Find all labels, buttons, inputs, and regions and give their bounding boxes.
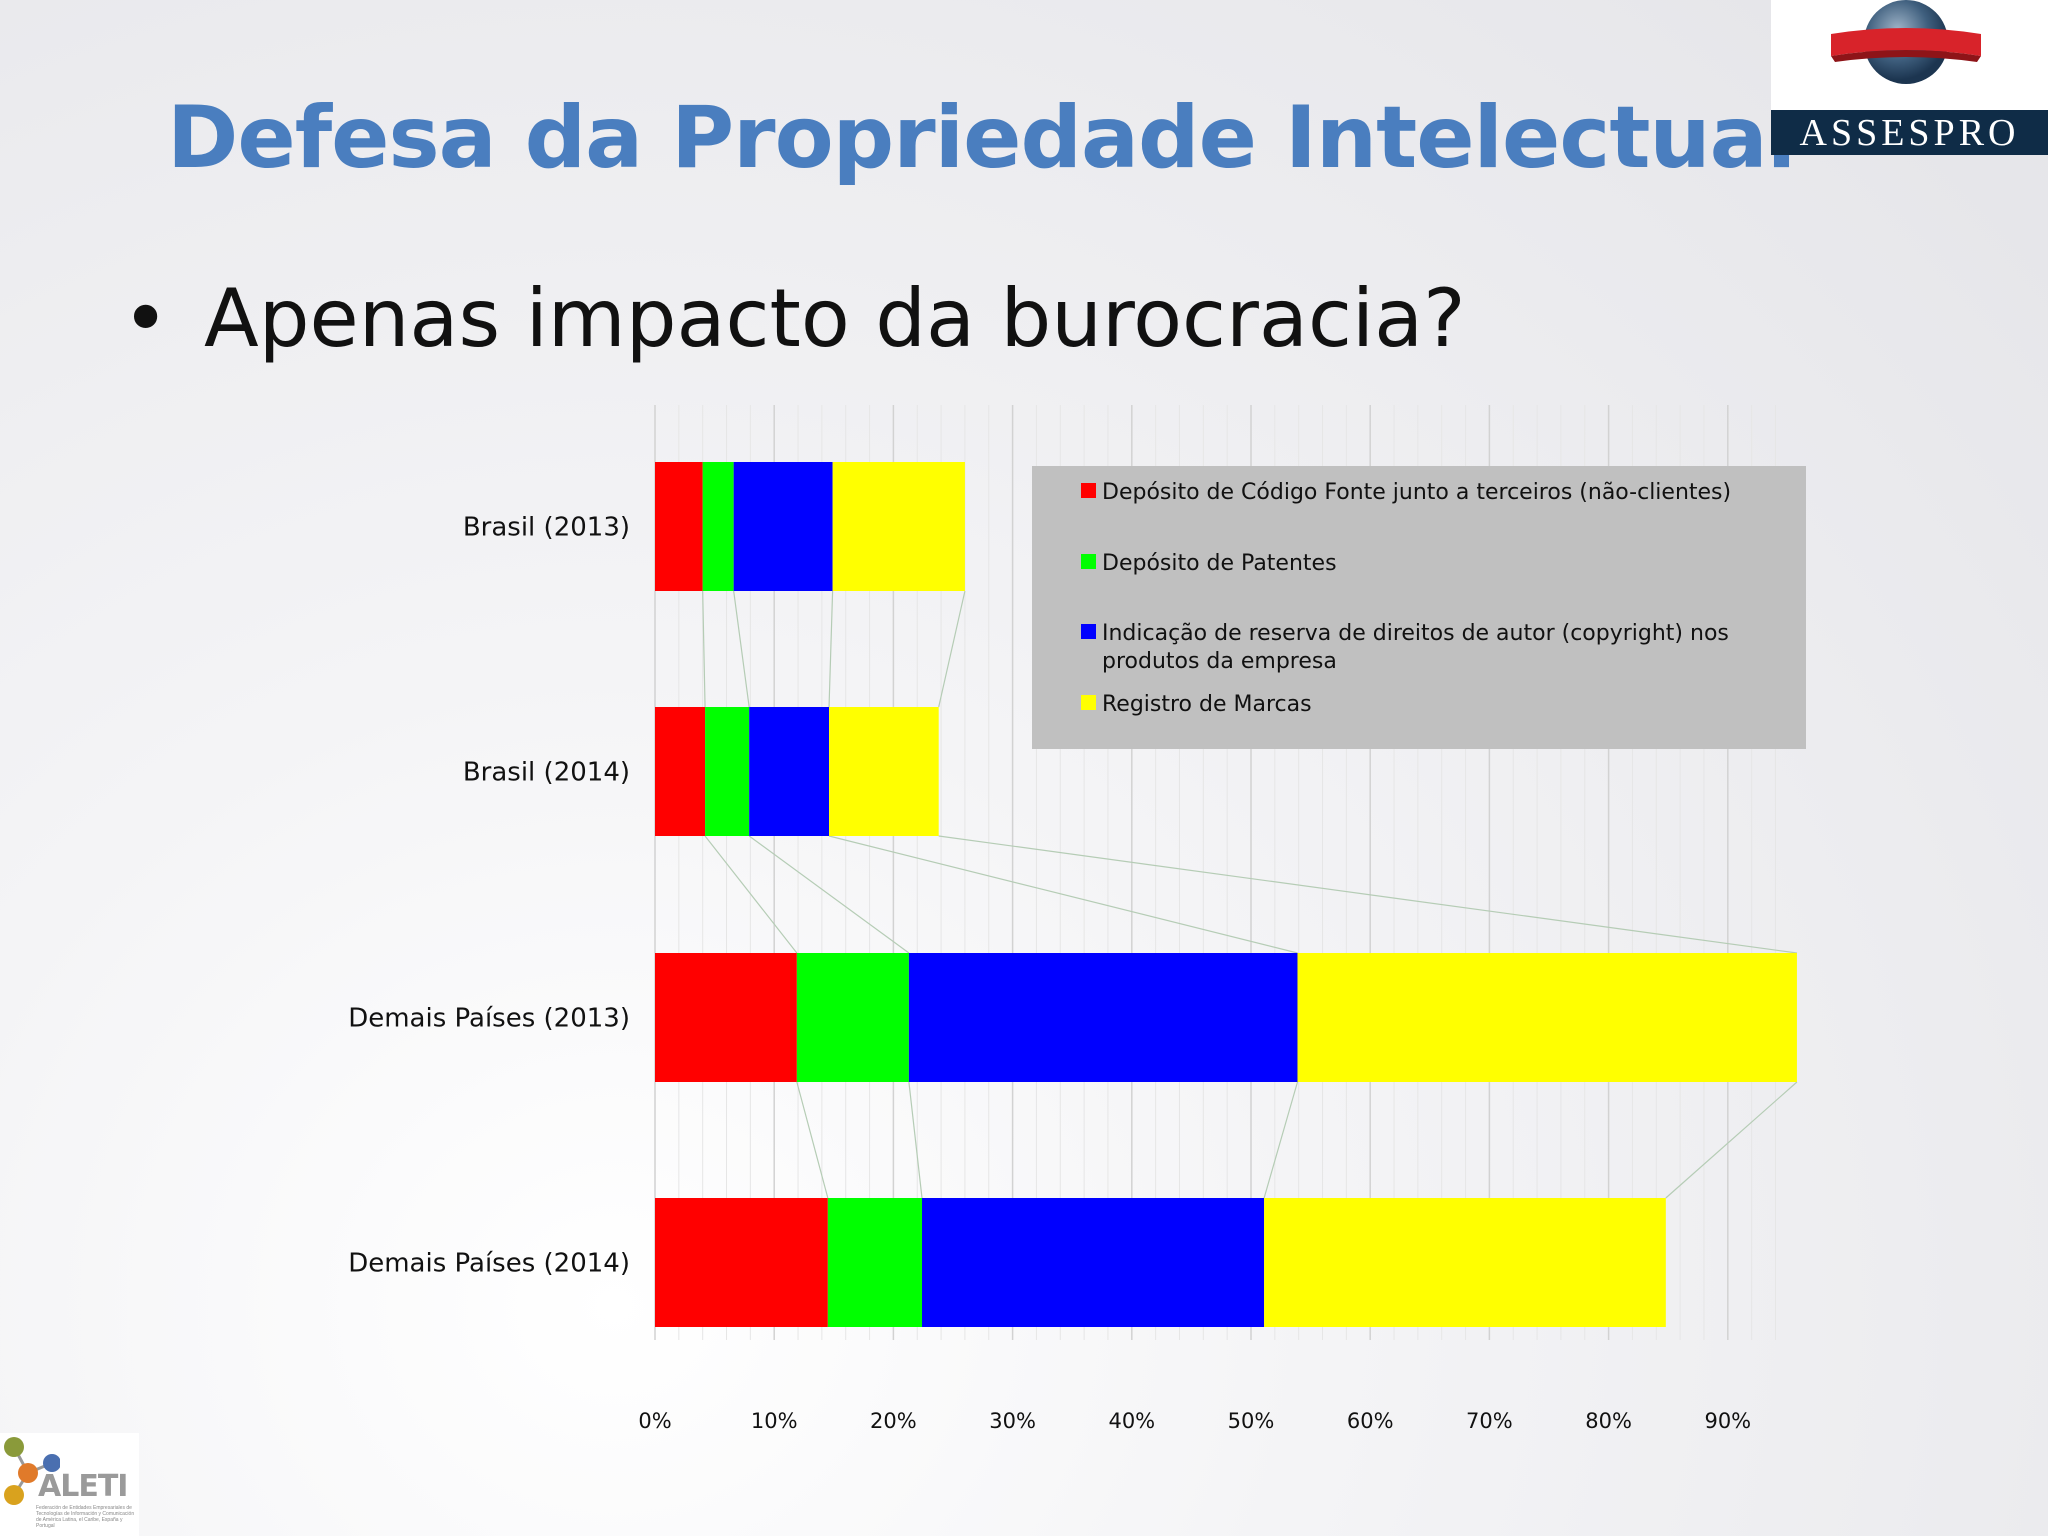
legend-label: Indicação de reserva de direitos de auto…	[1102, 621, 1729, 674]
assespro-wordmark: ASSESPRO	[1771, 110, 2048, 155]
category-label: Demais Países (2013)	[348, 1004, 630, 1034]
legend-swatch	[1081, 624, 1096, 639]
assespro-logo: ASSESPRO	[1771, 0, 2048, 155]
tick-label: 50%	[1228, 1409, 1275, 1433]
legend-box	[1032, 466, 1806, 749]
category-label: Brasil (2013)	[463, 513, 630, 543]
tick-label: 10%	[751, 1409, 798, 1433]
bar-segment	[827, 1198, 923, 1327]
bar-segment	[1297, 953, 1797, 1082]
bar-segment	[922, 1198, 1265, 1327]
slide-title: Defesa da Propriedade Intelectual	[167, 88, 1796, 188]
bullet-item: • Apenas impacto da burocracia?	[122, 272, 1466, 365]
series-line	[796, 1081, 829, 1199]
legend-label: Depósito de Patentes	[1102, 551, 1337, 576]
tick-label: 30%	[989, 1409, 1036, 1433]
aleti-tagline: Federación de Entidades Empresariales de…	[36, 1505, 135, 1529]
bar-segment	[655, 707, 706, 836]
tick-label: 0%	[638, 1409, 671, 1433]
series-line	[1665, 1081, 1798, 1199]
series-line	[748, 835, 910, 954]
series-line	[828, 835, 1298, 954]
series-line	[938, 835, 1798, 954]
tick-label: 40%	[1108, 1409, 1155, 1433]
tick-label: 80%	[1585, 1409, 1632, 1433]
series-line	[704, 835, 798, 954]
category-label: Brasil (2014)	[463, 758, 630, 788]
bar-segment	[705, 707, 750, 836]
molecule-icon	[4, 1437, 60, 1505]
aleti-logo: ALETI Federación de Entidades Empresaria…	[0, 1433, 139, 1536]
series-line	[733, 590, 750, 708]
legend-label: Depósito de Código Fonte junto a terceir…	[1102, 480, 1731, 505]
chart-legend: Depósito de Código Fonte junto a terceir…	[1032, 466, 1806, 749]
bar-segment	[1264, 1198, 1666, 1327]
bar-segment	[702, 462, 734, 591]
series-lines	[702, 590, 1798, 1199]
legend-swatch	[1081, 695, 1096, 710]
legend-label: Registro de Marcas	[1102, 692, 1312, 717]
category-label: Demais Países (2014)	[348, 1249, 630, 1279]
legend-swatch	[1081, 554, 1096, 569]
aleti-wordmark: ALETI	[38, 1469, 128, 1504]
bar-segment	[655, 1198, 828, 1327]
tick-label: 90%	[1704, 1409, 1751, 1433]
legend-swatch	[1081, 483, 1096, 498]
bar-segment	[655, 462, 703, 591]
bullet-text: Apenas impacto da burocracia?	[204, 272, 1466, 365]
bullet-symbol: •	[122, 272, 170, 365]
bar-segment	[829, 707, 939, 836]
tick-label: 70%	[1466, 1409, 1513, 1433]
bar-segment	[733, 462, 833, 591]
tick-label: 60%	[1347, 1409, 1394, 1433]
category-labels: Brasil (2013) Brasil (2014) Demais Países …	[348, 513, 630, 1279]
series-line	[1263, 1081, 1299, 1199]
chart-bars	[655, 462, 1797, 1327]
series-line	[938, 590, 966, 708]
x-axis-ticks: 0% 10% 20% 30% 40% 50% 60% 70% 80% 90%	[638, 1409, 1751, 1433]
series-line	[702, 590, 706, 708]
bar-segment	[749, 707, 830, 836]
series-line	[908, 1081, 923, 1199]
tick-label: 20%	[870, 1409, 917, 1433]
series-line	[828, 590, 834, 708]
bar-segment	[796, 953, 909, 1082]
bar-segment	[655, 953, 797, 1082]
bar-segment	[832, 462, 965, 591]
bar-segment	[908, 953, 1298, 1082]
globe-icon	[1831, 0, 1981, 84]
